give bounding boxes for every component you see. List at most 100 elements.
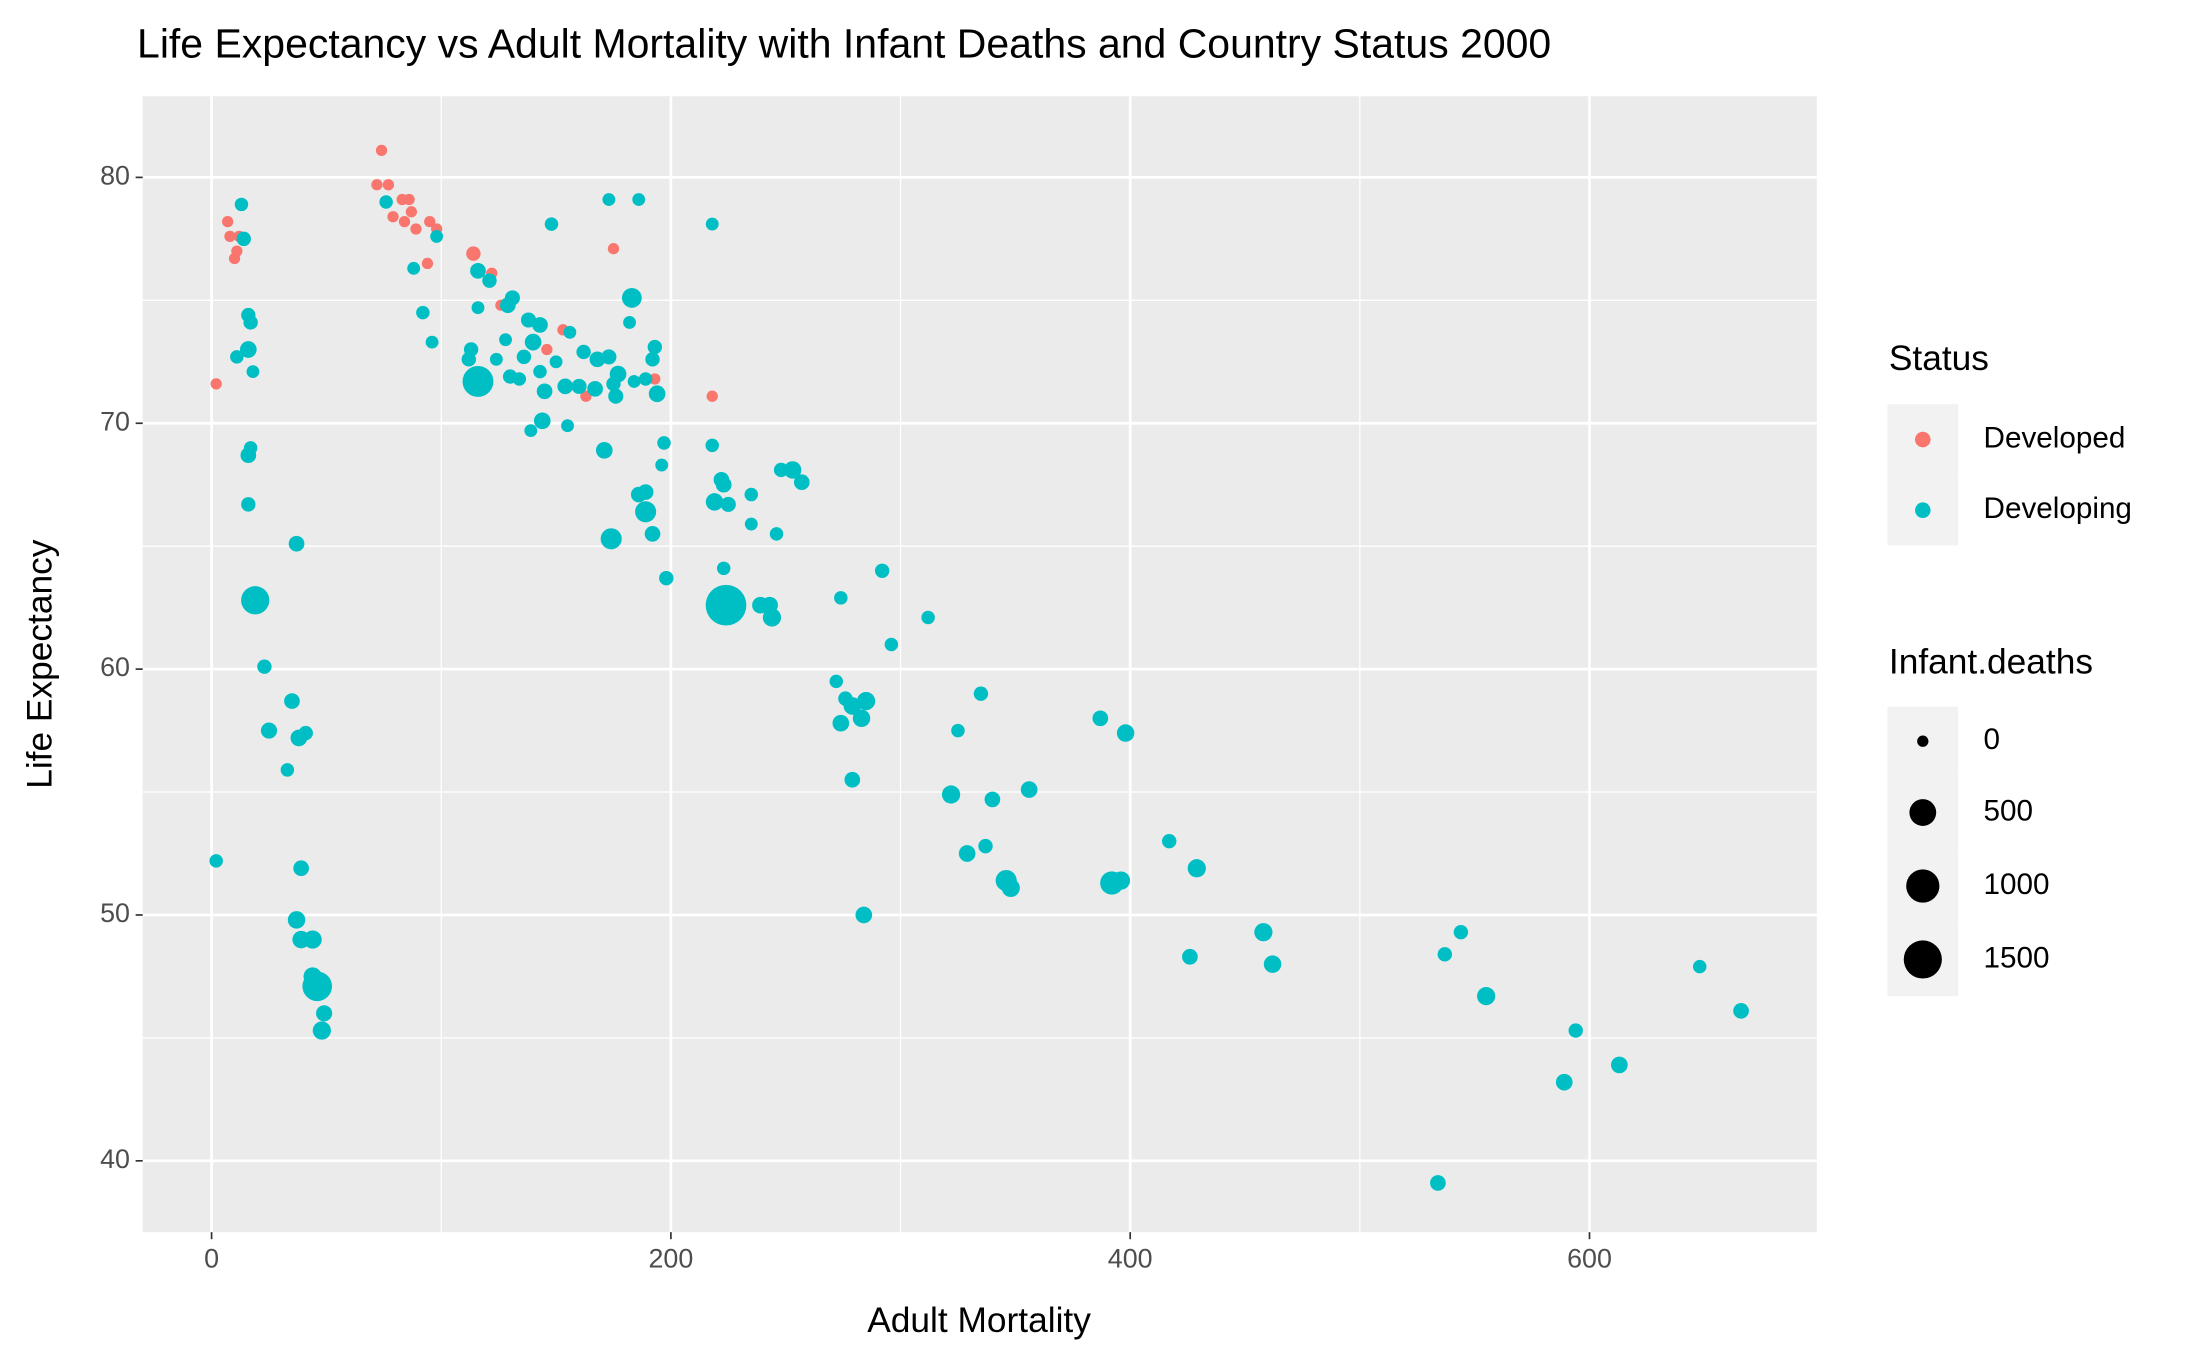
legend-label: Developed — [1984, 421, 2126, 454]
data-point — [246, 365, 260, 379]
size-legend-swatch — [1903, 940, 1942, 979]
data-point — [298, 725, 313, 741]
legend-swatch — [1915, 431, 1931, 448]
data-point — [951, 723, 965, 738]
data-point — [1001, 878, 1020, 898]
data-point — [1182, 948, 1198, 965]
y-tick-label: 60 — [100, 652, 130, 682]
data-point — [407, 261, 421, 275]
y-axis-title: Life Expectancy — [21, 539, 60, 789]
data-point — [793, 474, 810, 491]
data-point — [655, 458, 669, 472]
data-point — [1116, 724, 1135, 742]
data-point — [637, 484, 654, 500]
data-point — [471, 301, 485, 315]
data-point — [576, 344, 591, 360]
data-point — [387, 211, 399, 223]
data-point — [470, 262, 486, 279]
x-tick-label: 200 — [649, 1243, 694, 1273]
data-point — [834, 591, 848, 605]
data-point — [715, 476, 732, 493]
size-legend-swatch — [1909, 799, 1937, 826]
data-point — [627, 375, 641, 388]
data-point — [533, 412, 551, 430]
data-point — [410, 223, 422, 235]
data-point — [832, 714, 850, 732]
data-point — [602, 193, 616, 206]
data-point — [466, 246, 481, 261]
data-point — [425, 335, 439, 349]
data-point — [280, 763, 295, 777]
data-point — [557, 378, 574, 395]
data-point — [563, 325, 577, 339]
plot-panel — [142, 96, 1817, 1233]
data-point — [230, 350, 244, 364]
data-point — [532, 317, 548, 333]
legend-label: 1500 — [1984, 941, 2050, 974]
legend-label: 500 — [1984, 794, 2033, 827]
data-point — [209, 854, 223, 868]
data-point — [1254, 923, 1273, 942]
data-point — [239, 341, 257, 358]
data-point — [303, 967, 322, 986]
data-point — [958, 845, 976, 862]
data-point — [705, 217, 719, 231]
legend-label: Developing — [1984, 492, 2132, 525]
data-point — [549, 355, 563, 369]
data-point — [921, 610, 935, 625]
data-point — [941, 785, 961, 804]
data-point — [852, 709, 871, 728]
data-point — [973, 686, 989, 701]
data-point — [1111, 871, 1131, 890]
data-point — [635, 501, 657, 523]
data-point — [243, 315, 258, 330]
x-tick-label: 400 — [1108, 1243, 1153, 1273]
data-point — [544, 217, 559, 231]
legend-label: 0 — [1984, 723, 2001, 756]
size-legend-swatch — [1906, 869, 1940, 903]
data-point — [1555, 1073, 1573, 1091]
data-point — [462, 366, 494, 397]
data-point — [621, 287, 642, 308]
data-point — [236, 231, 251, 247]
data-point — [783, 461, 802, 479]
data-point — [1263, 955, 1282, 973]
data-point — [241, 586, 270, 615]
data-point — [303, 930, 322, 949]
data-point — [571, 378, 587, 394]
data-point — [524, 333, 542, 351]
data-point — [375, 144, 388, 156]
data-point — [382, 179, 395, 191]
data-point — [561, 419, 574, 433]
x-tick-label: 600 — [1567, 1243, 1612, 1273]
data-point — [1092, 710, 1109, 727]
data-point — [1437, 947, 1453, 962]
y-tick-label: 50 — [100, 898, 130, 928]
data-point — [720, 496, 736, 512]
data-point — [648, 385, 666, 403]
data-point — [716, 561, 731, 576]
data-point — [260, 722, 278, 739]
data-point — [257, 659, 272, 674]
data-point — [1162, 834, 1177, 849]
legend-title: Status — [1889, 339, 1989, 378]
data-point — [769, 527, 784, 541]
data-point — [234, 197, 249, 212]
data-point — [705, 493, 724, 511]
data-point — [856, 691, 876, 711]
data-point — [884, 637, 899, 652]
data-point — [516, 349, 532, 365]
size-legend-swatch — [1917, 735, 1929, 747]
data-point — [430, 229, 444, 243]
y-tick-label: 70 — [100, 406, 130, 436]
data-point — [589, 351, 606, 368]
data-point — [536, 383, 553, 400]
data-point — [1692, 959, 1707, 974]
data-point — [316, 1005, 333, 1022]
data-point — [623, 316, 636, 329]
data-point — [371, 179, 383, 191]
data-point — [398, 215, 411, 228]
data-point — [601, 349, 617, 365]
